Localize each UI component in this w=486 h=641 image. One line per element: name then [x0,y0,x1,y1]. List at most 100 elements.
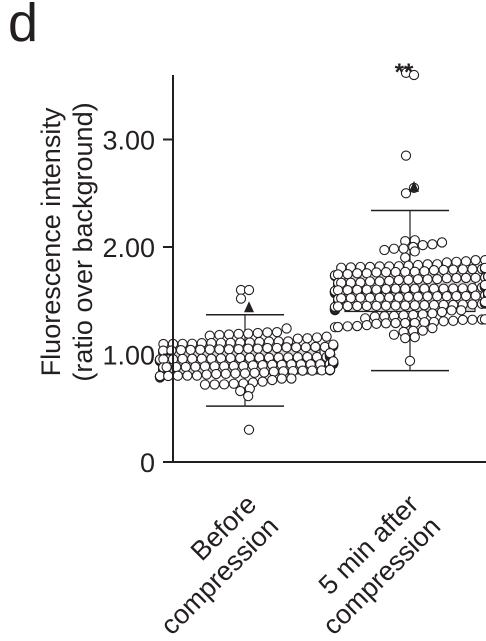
data-point [328,339,339,350]
data-point [243,328,254,339]
data-point [422,274,433,285]
data-point [268,366,279,377]
data-point [233,343,244,355]
data-point [209,379,220,390]
significance-label: ** [395,59,414,86]
data-point [432,273,443,285]
data-point [427,308,438,319]
data-point [233,328,244,340]
data-point [199,379,211,390]
data-point [243,343,254,354]
data-point [438,316,449,327]
data-point [361,300,372,312]
data-point [235,385,246,397]
data-point [483,271,486,282]
data-point [380,300,392,311]
data-point [479,262,486,274]
data-point [419,317,430,328]
outlier-point [400,150,412,161]
data-point [211,368,222,380]
data-point [400,332,411,344]
data-point [249,367,260,379]
data-point [252,327,263,339]
data-point [328,356,339,367]
data-point [199,361,211,372]
data-point [483,288,486,298]
data-point [422,291,433,302]
data-point [427,322,438,334]
data-point [286,373,297,384]
data-point [219,379,230,390]
data-point [352,300,363,312]
data-point [185,344,196,356]
data-point [342,268,353,280]
data-point [446,305,457,316]
data-point [230,368,241,379]
data-point [467,264,478,275]
data-point [201,369,212,380]
data-point [352,320,363,332]
data-point [417,239,428,251]
panel-label: d [8,0,39,53]
data-point [403,291,414,303]
data-point [292,333,303,344]
data-point [223,344,235,355]
data-point [175,345,187,356]
y-tick-label: 1.00 [102,341,155,371]
data-point [451,272,462,284]
data-point [276,373,287,384]
mean-marker [409,180,419,192]
data-point [457,314,468,326]
data-point [204,344,215,355]
data-point [441,291,452,302]
data-point [195,344,206,355]
data-point [409,246,420,257]
data-point [432,291,443,302]
outlier-point [243,284,255,296]
data-point [390,300,401,311]
data-point [470,290,481,301]
data-point [470,272,481,284]
data-point [404,355,416,367]
data-point [257,376,268,387]
data-point [371,267,382,278]
data-point [267,374,278,386]
data-point [262,342,273,354]
data-point [182,370,193,381]
data-point [400,300,411,311]
data-point [390,283,401,294]
data-point [457,264,468,275]
data-point [380,318,392,329]
markers-layer: ** [244,59,419,313]
data-point [479,314,486,325]
data-point [180,361,191,373]
data-point [427,239,438,250]
data-point [409,300,420,311]
data-point [441,273,452,284]
data-point [220,368,231,379]
data-point [398,243,409,254]
y-ticks: 0 1.00 2.00 3.00 [102,126,173,478]
data-point [393,274,404,286]
mean-marker [244,301,254,313]
outlier-point [400,188,412,199]
y-tick-label: 0 [140,448,155,478]
data-point [281,323,292,334]
data-point [400,317,411,329]
data-point [342,321,353,332]
data-point [332,301,344,312]
data-point [428,299,440,311]
data-point [419,300,430,311]
data-point [428,265,440,276]
data-point [456,305,467,316]
data-point [436,306,448,318]
data-point [380,283,392,295]
y-axis-subtitle: (ratio over background) [68,102,98,381]
data-point [388,329,400,340]
data-point [332,269,344,280]
data-point [448,264,459,275]
data-point [311,332,323,343]
data-point [324,364,336,375]
data-point [390,317,401,329]
